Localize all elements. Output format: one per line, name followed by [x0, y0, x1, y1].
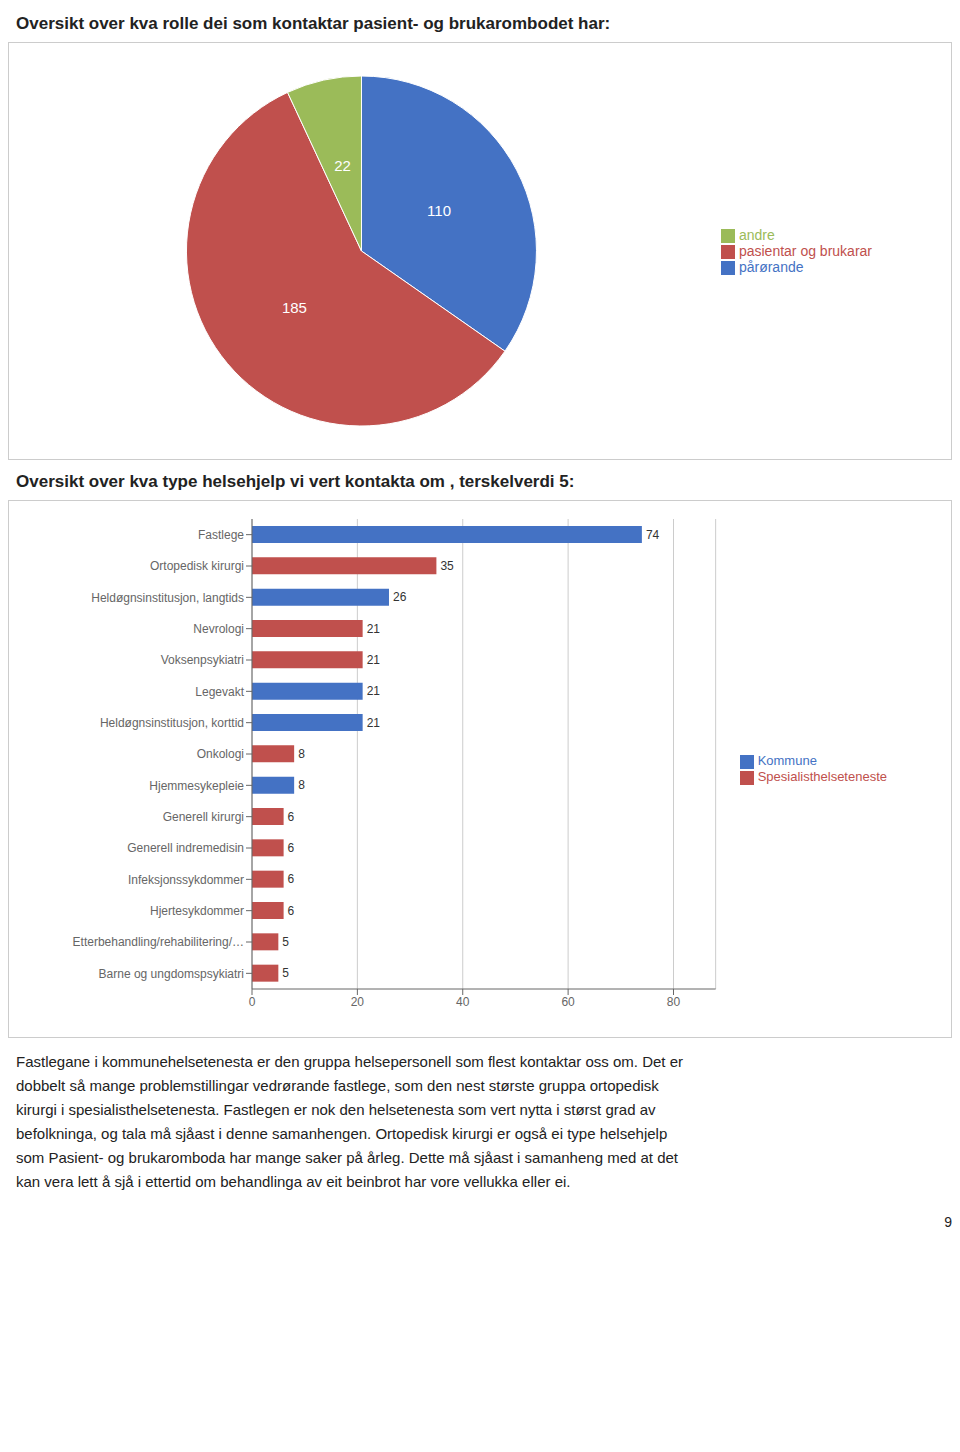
html-text:andre: andre [738, 226, 775, 243]
svg-text:22: 22 [334, 157, 351, 174]
svg-text:6: 6 [288, 810, 295, 824]
html-text:befolkninga, og tala må sjåast: befolkninga, og tala må sjåast i denne s… [16, 1125, 668, 1142]
svg-text:Nevrologi: Nevrologi [193, 622, 244, 636]
svg-text:Heldøgnsinstitusjon, langtids: Heldøgnsinstitusjon, langtids [91, 591, 244, 605]
html-text:som Pasient- og brukaromboda h: som Pasient- og brukaromboda har mange s… [16, 1149, 678, 1166]
svg-text:Ortopedisk kirurgi: Ortopedisk kirurgi [150, 559, 244, 573]
svg-text:8: 8 [298, 778, 305, 792]
svg-text:6: 6 [288, 904, 295, 918]
svg-text:Fastlege: Fastlege [198, 528, 244, 542]
html-text:kan vera lett å sjå i ettertid: kan vera lett å sjå i ettertid om behand… [16, 1173, 571, 1190]
svg-text:21: 21 [367, 716, 381, 730]
html-text:dobbelt så mange problemstilli: dobbelt så mange problemstillingar vedrø… [16, 1077, 659, 1094]
svg-text:Hjemmesykepleie: Hjemmesykepleie [149, 779, 244, 793]
svg-text:Onkologi: Onkologi [197, 747, 244, 761]
svg-text:74: 74 [646, 528, 660, 542]
svg-text:Etterbehandling/rehabilitering: Etterbehandling/rehabilitering/… [73, 935, 244, 949]
html-text:Kommune: Kommune [757, 753, 817, 769]
svg-text:26: 26 [393, 590, 407, 604]
svg-text:Heldøgnsinstitusjon, korttid: Heldøgnsinstitusjon, korttid [100, 716, 244, 730]
svg-text:0: 0 [249, 995, 256, 1009]
svg-text:35: 35 [440, 559, 454, 573]
svg-text:20: 20 [351, 995, 365, 1009]
svg-text:5: 5 [282, 935, 289, 949]
html-text:Oversikt over kva type helsehj: Oversikt over kva type helsehjelp vi ver… [16, 472, 575, 491]
svg-text:Legevakt: Legevakt [195, 685, 244, 699]
html-text:pasientar og brukarar: pasientar og brukarar [738, 242, 872, 259]
svg-text:Infeksjonssykdommer: Infeksjonssykdommer [128, 873, 244, 887]
svg-text:6: 6 [288, 841, 295, 855]
svg-text:5: 5 [282, 966, 289, 980]
svg-text:185: 185 [282, 299, 307, 316]
svg-text:Voksenpsykiatri: Voksenpsykiatri [161, 653, 244, 667]
html-text:Oversikt over kva rolle dei so: Oversikt over kva rolle dei som kontakta… [16, 14, 611, 33]
svg-text:Generell kirurgi: Generell kirurgi [163, 810, 244, 824]
svg-text:110: 110 [427, 202, 451, 219]
html-text:Spesialisthelseteneste: Spesialisthelseteneste [757, 769, 887, 784]
svg-text:Hjertesykdommer: Hjertesykdommer [150, 904, 244, 918]
svg-text:8: 8 [298, 747, 305, 761]
html-text:pårørande: pårørande [738, 259, 804, 276]
svg-text:Barne og ungdomspsykiatri: Barne og ungdomspsykiatri [99, 967, 244, 981]
svg-text:21: 21 [367, 653, 381, 667]
svg-text:40: 40 [456, 995, 470, 1009]
svg-text:6: 6 [288, 872, 295, 886]
svg-text:21: 21 [367, 622, 381, 636]
svg-text:80: 80 [667, 995, 681, 1009]
html-text:kirurgi i spesialisthelsetenes: kirurgi i spesialisthelsetenesta. Fastle… [16, 1101, 656, 1118]
html-text:9: 9 [944, 1214, 952, 1230]
svg-text:Generell indremedisin: Generell indremedisin [127, 841, 244, 855]
svg-text:21: 21 [367, 684, 381, 698]
svg-text:60: 60 [561, 995, 575, 1009]
html-text:Fastlegane i kommunehelsetenes: Fastlegane i kommunehelsetenesta er den … [16, 1053, 683, 1070]
